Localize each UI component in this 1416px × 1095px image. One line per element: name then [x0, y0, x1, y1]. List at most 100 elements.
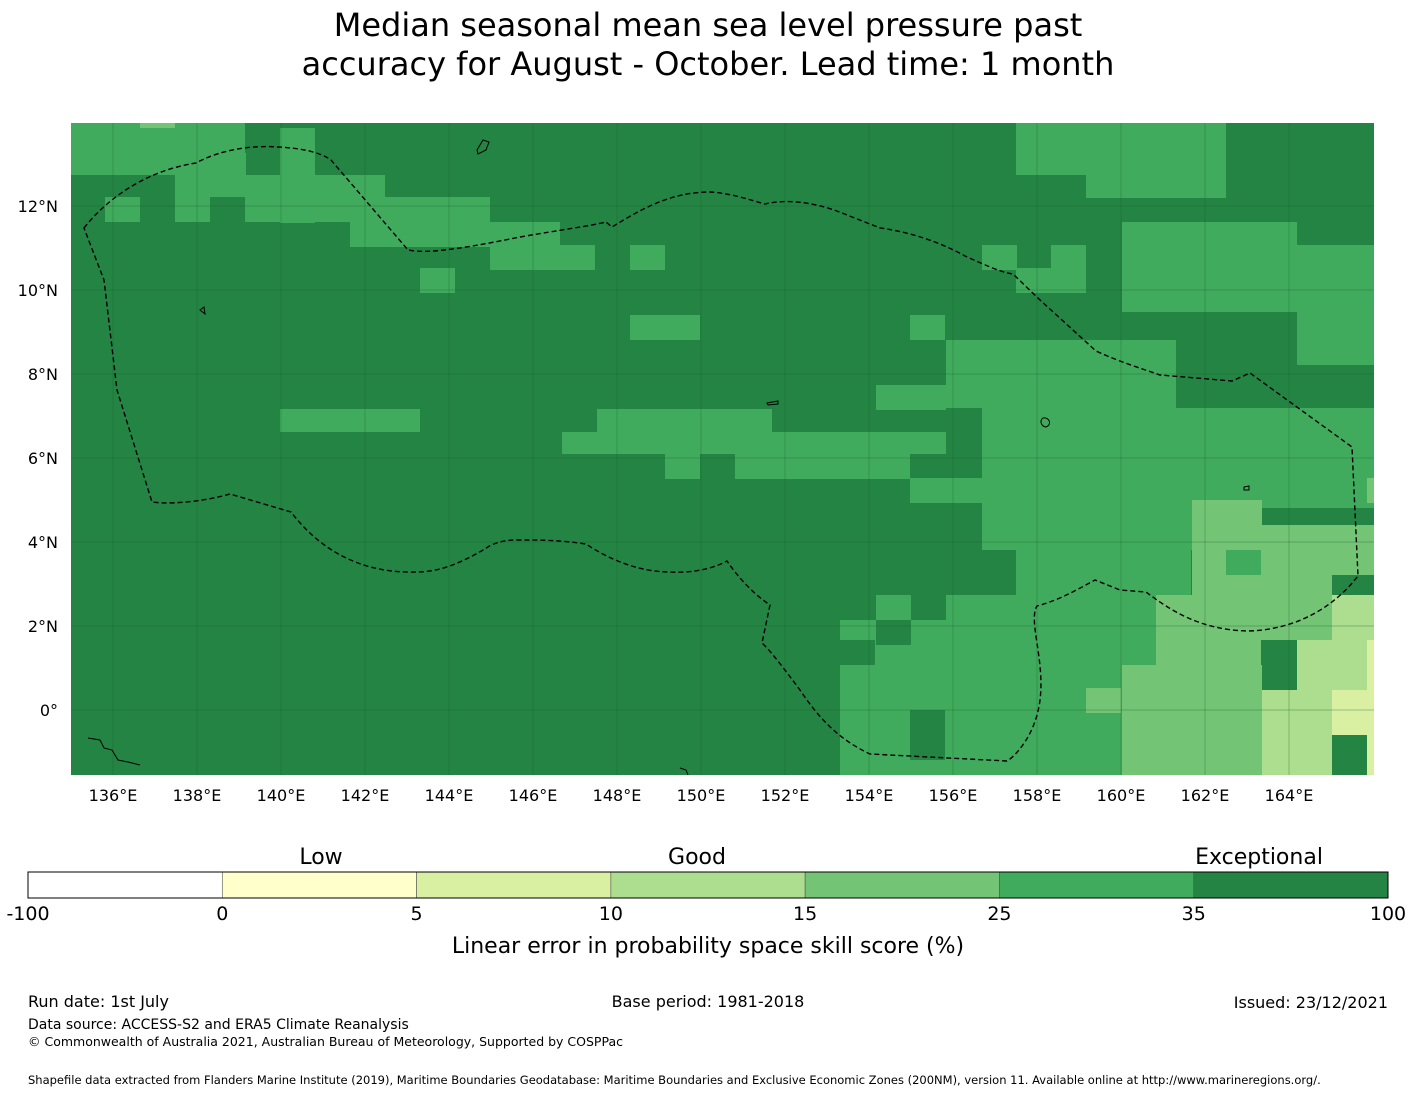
skill-cell: [1086, 688, 1121, 713]
skill-cell: [105, 197, 140, 222]
skill-cell: [562, 432, 947, 454]
skill-cell: [910, 315, 945, 340]
colorbar-swatch: [1193, 871, 1389, 899]
skill-cell: [630, 245, 665, 270]
skill-cell: [420, 268, 455, 293]
colorbar: [27, 871, 1389, 899]
lon-label: 160°E: [1097, 786, 1146, 805]
skill-cell: [1332, 690, 1367, 735]
skill-cell: [71, 123, 246, 175]
skill-cell: [1332, 525, 1374, 575]
colorbar-tick-label: 25: [987, 903, 1011, 925]
skill-cell: [1332, 595, 1374, 640]
skill-cell: [1262, 690, 1332, 775]
colorbar-frame: [27, 871, 1389, 899]
lat-label: 8°N: [28, 365, 58, 384]
title-line-2: accuracy for August - October. Lead time…: [301, 45, 1115, 83]
colorbar-tick-label: 35: [1182, 903, 1206, 925]
map-title: Median seasonal mean sea level pressure …: [0, 6, 1416, 84]
lat-label: 12°N: [18, 197, 58, 216]
skill-cell: [946, 340, 1176, 408]
lon-label: 142°E: [341, 786, 390, 805]
skill-cell: [630, 315, 700, 340]
skill-cell: [280, 197, 490, 222]
lon-label: 162°E: [1181, 786, 1230, 805]
colorbar-band-low: Low: [299, 845, 342, 870]
colorbar-band-good: Good: [668, 845, 726, 870]
skill-score-grid: [71, 123, 1374, 775]
skill-cell: [245, 123, 280, 153]
skill-cell: [1192, 500, 1262, 525]
skill-cell: [1086, 123, 1226, 198]
skill-cell: [245, 197, 280, 222]
lon-label: 136°E: [89, 786, 138, 805]
colorbar-swatch: [221, 871, 417, 899]
lon-label: 140°E: [257, 786, 306, 805]
lon-label: 146°E: [509, 786, 558, 805]
lat-label: 4°N: [28, 533, 58, 552]
skill-cell: [946, 285, 1016, 340]
skill-cell: [1226, 550, 1261, 575]
skill-cell: [1367, 478, 1374, 503]
skill-cell: [175, 175, 385, 197]
latitude-labels: 12°N 10°N 8°N 6°N 4°N 2°N 0°: [18, 197, 58, 720]
title-line-1: Median seasonal mean sea level pressure …: [333, 6, 1083, 44]
colorbar-swatch: [999, 871, 1195, 899]
lon-label: 154°E: [845, 786, 894, 805]
base-period: Base period: 1981-2018: [612, 992, 805, 1011]
coastlines: [87, 139, 1250, 776]
lon-label: 144°E: [425, 786, 474, 805]
colorbar-tick-label: 5: [411, 903, 423, 925]
skill-cell: [1086, 290, 1122, 315]
colorbar-tick-label: 100: [1370, 903, 1406, 925]
colorbar-band-exceptional: Exceptional: [1195, 845, 1323, 870]
skill-cell: [280, 409, 420, 432]
colorbar-tick-label: -100: [6, 903, 49, 925]
colorbar-tick-label: 10: [599, 903, 623, 925]
skill-cell: [1016, 268, 1086, 293]
data-source: Data source: ACCESS-S2 and ERA5 Climate …: [28, 1017, 409, 1033]
skill-cell: [910, 710, 945, 760]
lon-label: 138°E: [173, 786, 222, 805]
skill-cell: [1051, 245, 1086, 270]
skill-cell: [175, 197, 210, 222]
skill-cell: [982, 408, 1374, 508]
skill-cell: [982, 500, 1192, 550]
lat-label: 6°N: [28, 449, 58, 468]
skill-cell: [1332, 640, 1367, 690]
skill-cell: [1156, 595, 1261, 670]
lon-label: 150°E: [677, 786, 726, 805]
skill-cell: [840, 640, 875, 665]
skill-cell: [1297, 245, 1374, 365]
colorbar-swatch: [610, 871, 806, 899]
colorbar-swatch: [416, 871, 612, 899]
copyright: © Commonwealth of Australia 2021, Austra…: [28, 1034, 623, 1049]
lon-label: 158°E: [1013, 786, 1062, 805]
skill-cell: [876, 595, 911, 620]
skill-cell: [140, 123, 175, 128]
lon-label: 148°E: [593, 786, 642, 805]
colorbar-tick-label: 0: [216, 903, 228, 925]
skill-cell: [490, 245, 595, 270]
colorbar-swatch: [27, 871, 223, 899]
run-date: Run date: 1st July: [28, 992, 169, 1011]
colorbar-tick-label: 15: [793, 903, 817, 925]
skill-cell: [350, 222, 420, 247]
skill-cell: [1016, 550, 1191, 595]
lon-label: 164°E: [1265, 786, 1314, 805]
skill-cell: [946, 408, 982, 454]
skill-cell: [910, 478, 982, 503]
skill-cell: [876, 620, 911, 645]
colorbar-label: Linear error in probability space skill …: [452, 934, 964, 959]
skill-cell: [665, 454, 700, 479]
skill-cell: [1367, 640, 1374, 775]
lat-label: 2°N: [28, 617, 58, 636]
lon-label: 156°E: [929, 786, 978, 805]
skill-cell: [735, 454, 910, 479]
graticule: [71, 123, 1374, 775]
eez-boundary: [83, 145, 1359, 762]
longitude-labels: 136°E 138°E 140°E 142°E 144°E 146°E 148°E 150°E…: [89, 786, 1314, 805]
skill-cell: [946, 595, 1156, 775]
skill-cell: [1122, 222, 1297, 312]
